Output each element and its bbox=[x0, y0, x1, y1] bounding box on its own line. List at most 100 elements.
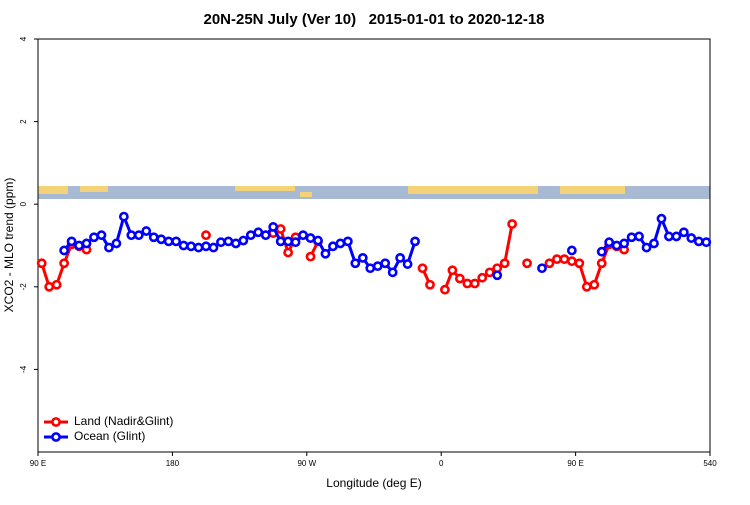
marker bbox=[387, 267, 398, 278]
marker bbox=[126, 230, 137, 241]
marker bbox=[51, 279, 62, 290]
marker bbox=[402, 259, 413, 269]
marker bbox=[454, 273, 465, 284]
marker bbox=[208, 242, 219, 253]
marker bbox=[611, 240, 622, 251]
marker bbox=[201, 241, 211, 252]
marker bbox=[417, 263, 428, 274]
marker bbox=[245, 230, 256, 241]
marker bbox=[178, 240, 189, 251]
marker bbox=[171, 236, 182, 247]
marker bbox=[566, 256, 577, 267]
marker bbox=[320, 248, 331, 259]
marker bbox=[298, 230, 308, 241]
marker bbox=[484, 267, 495, 278]
marker bbox=[275, 224, 286, 234]
marker bbox=[230, 238, 241, 249]
marker bbox=[604, 237, 615, 248]
marker bbox=[537, 263, 547, 274]
legend-marker bbox=[51, 417, 61, 427]
marker bbox=[223, 236, 234, 247]
legend-marker bbox=[51, 432, 61, 442]
map-land bbox=[38, 186, 68, 194]
plot-frame bbox=[37, 38, 711, 453]
y-tick-label: -4 bbox=[19, 365, 28, 373]
marker bbox=[425, 279, 435, 290]
marker bbox=[619, 238, 630, 249]
marker bbox=[671, 231, 682, 242]
marker bbox=[59, 258, 70, 269]
marker bbox=[499, 258, 510, 269]
y-tick-label: 0 bbox=[19, 201, 28, 206]
x-tick-label: 90 E bbox=[567, 459, 583, 468]
marker bbox=[283, 247, 294, 258]
map-land bbox=[560, 186, 625, 194]
marker bbox=[156, 234, 167, 245]
marker bbox=[634, 231, 644, 242]
marker bbox=[216, 237, 226, 248]
map-land bbox=[300, 192, 312, 197]
marker bbox=[544, 258, 555, 269]
marker bbox=[59, 245, 70, 256]
marker bbox=[305, 251, 316, 262]
marker bbox=[335, 238, 346, 249]
marker bbox=[581, 281, 592, 292]
marker bbox=[589, 279, 600, 290]
marker bbox=[275, 236, 286, 247]
marker bbox=[313, 235, 323, 246]
marker bbox=[66, 236, 77, 247]
marker bbox=[328, 241, 338, 252]
marker bbox=[559, 254, 570, 265]
marker bbox=[395, 252, 406, 263]
y-tick-label: 2 bbox=[19, 119, 28, 124]
marker bbox=[193, 242, 204, 253]
x-tick-label: 180 bbox=[166, 459, 180, 468]
marker bbox=[365, 263, 376, 274]
marker bbox=[380, 258, 391, 269]
marker bbox=[664, 231, 674, 242]
marker bbox=[678, 227, 689, 238]
x-axis-label: Longitude (deg E) bbox=[326, 476, 421, 490]
x-tick-label: 90 W bbox=[297, 459, 316, 468]
marker bbox=[283, 236, 294, 247]
marker bbox=[372, 261, 383, 272]
legend-label: Land (Nadir&Glint) bbox=[74, 414, 173, 428]
marker bbox=[492, 270, 503, 281]
marker bbox=[163, 236, 174, 247]
marker bbox=[89, 232, 99, 243]
map-ocean bbox=[38, 186, 710, 199]
x-tick-label: 0 bbox=[439, 459, 444, 468]
marker bbox=[574, 258, 585, 269]
marker bbox=[342, 236, 353, 247]
marker bbox=[104, 242, 114, 253]
marker bbox=[469, 278, 480, 289]
marker bbox=[507, 219, 518, 229]
chart-title: 20N-25N July (Ver 10) 2015-01-01 to 2020… bbox=[203, 11, 544, 28]
marker bbox=[148, 232, 159, 243]
marker bbox=[693, 236, 704, 247]
marker bbox=[96, 230, 107, 241]
marker bbox=[268, 222, 279, 232]
marker bbox=[447, 265, 458, 276]
marker bbox=[186, 241, 196, 252]
marker bbox=[522, 258, 532, 269]
x-tick-label: 90 E bbox=[30, 459, 46, 468]
marker bbox=[238, 235, 249, 246]
marker bbox=[462, 278, 473, 289]
y-tick-label: 4 bbox=[19, 36, 28, 41]
marker bbox=[111, 238, 122, 249]
marker bbox=[357, 252, 368, 263]
marker bbox=[118, 211, 129, 222]
map-land bbox=[235, 186, 295, 191]
marker bbox=[260, 230, 271, 241]
marker bbox=[305, 233, 316, 243]
y-axis-label: XCO2 - MLO trend (ppm) bbox=[2, 178, 16, 313]
marker bbox=[410, 236, 420, 247]
marker bbox=[290, 237, 301, 248]
x-tick-label: 540 bbox=[703, 459, 717, 468]
marker bbox=[566, 245, 577, 256]
marker bbox=[596, 258, 607, 269]
marker bbox=[596, 246, 607, 257]
map-strip bbox=[38, 186, 710, 199]
